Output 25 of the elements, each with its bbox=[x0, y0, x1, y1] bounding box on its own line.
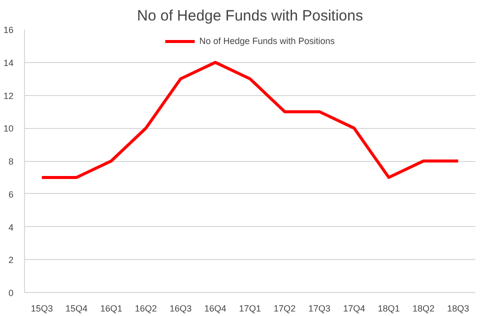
x-tick-label: 17Q1 bbox=[238, 304, 262, 314]
x-tick-label: 17Q4 bbox=[343, 304, 366, 314]
x-tick-label: 16Q4 bbox=[204, 304, 226, 314]
y-tick-label: 16 bbox=[3, 25, 14, 35]
x-tick-label: 17Q3 bbox=[308, 304, 330, 314]
y-tick-label: 4 bbox=[8, 222, 14, 232]
legend-label: No of Hedge Funds with Positions bbox=[199, 36, 335, 46]
y-tick-label: 14 bbox=[3, 58, 14, 68]
x-tick-label: 15Q4 bbox=[66, 304, 88, 314]
x-tick-label: 18Q1 bbox=[378, 304, 400, 314]
x-tick-label: 17Q2 bbox=[274, 304, 296, 314]
x-tick-label: 16Q2 bbox=[134, 304, 157, 314]
x-tick-label: 18Q2 bbox=[412, 304, 434, 314]
x-tick-label: 15Q3 bbox=[30, 304, 53, 314]
y-tick-label: 2 bbox=[8, 255, 14, 266]
chart-title: No of Hedge Funds with Positions bbox=[137, 8, 363, 24]
x-tick-label: 16Q1 bbox=[100, 304, 122, 314]
y-tick-label: 6 bbox=[8, 189, 14, 200]
y-tick-label: 8 bbox=[8, 156, 14, 166]
y-tick-label: 0 bbox=[8, 288, 14, 298]
line-series bbox=[40, 60, 460, 179]
y-tick-label: 10 bbox=[3, 124, 14, 134]
x-tick-label: 18Q3 bbox=[447, 304, 470, 314]
y-tick-label: 12 bbox=[3, 90, 14, 101]
x-tick-label: 16Q3 bbox=[170, 304, 192, 314]
